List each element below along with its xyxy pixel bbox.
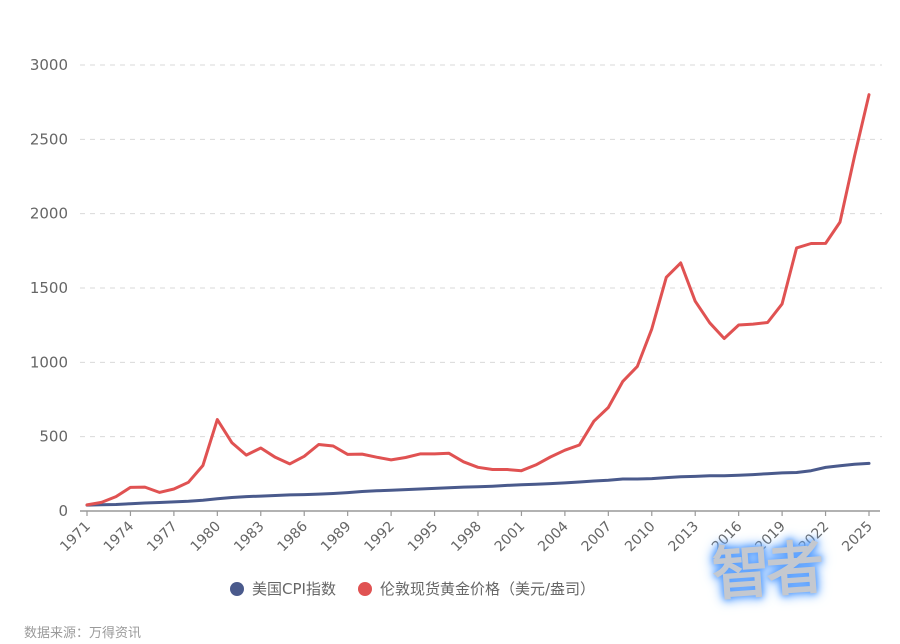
series-lines <box>85 93 871 507</box>
x-tick-label: 1974 <box>101 518 138 555</box>
gridlines <box>80 64 882 438</box>
y-axis: 0 500 1000 1500 2000 2500 3000 <box>30 56 68 520</box>
watermark: 智者 <box>710 533 823 609</box>
gold-price-line <box>85 93 871 507</box>
x-tick-label: 1983 <box>231 519 268 556</box>
legend-item-gold[interactable]: 伦敦现货黄金价格（美元/盎司） <box>357 578 596 599</box>
legend-dot-gold-icon <box>357 581 372 596</box>
legend-label-gold: 伦敦现货黄金价格（美元/盎司） <box>379 580 596 598</box>
y-tick-label: 1500 <box>30 279 68 297</box>
x-tick-label: 2025 <box>839 519 876 556</box>
x-tick-label: 1998 <box>448 519 485 556</box>
x-tick-label: 1992 <box>361 519 398 556</box>
x-tick-label: 1980 <box>188 519 225 556</box>
y-tick-label: 0 <box>58 502 68 520</box>
cpi-line <box>85 461 871 507</box>
x-tick-label: 1989 <box>318 519 355 556</box>
x-tick-label: 2010 <box>622 519 659 556</box>
source-note: 数据来源：万得资讯 <box>24 626 142 641</box>
y-tick-label: 3000 <box>30 56 68 74</box>
y-tick-label: 1000 <box>30 353 68 371</box>
x-tick-label: 2013 <box>666 519 703 556</box>
x-tick-label: 1986 <box>275 518 312 555</box>
legend-label-cpi: 美国CPI指数 <box>252 580 336 598</box>
legend: 美国CPI指数 伦敦现货黄金价格（美元/盎司） <box>230 578 595 599</box>
x-tick-label: 1977 <box>144 519 181 556</box>
x-tick-label: 2004 <box>535 518 572 555</box>
legend-item-cpi[interactable]: 美国CPI指数 <box>230 578 336 599</box>
y-tick-label: 2000 <box>30 205 68 223</box>
y-tick-label: 500 <box>39 428 68 446</box>
x-tick-label: 1995 <box>405 519 442 556</box>
x-tick-label: 1971 <box>57 519 94 556</box>
legend-dot-cpi-icon <box>230 581 244 596</box>
x-tick-label: 2007 <box>579 519 616 556</box>
x-tick-label: 2001 <box>492 519 529 556</box>
y-tick-label: 2500 <box>30 130 68 148</box>
